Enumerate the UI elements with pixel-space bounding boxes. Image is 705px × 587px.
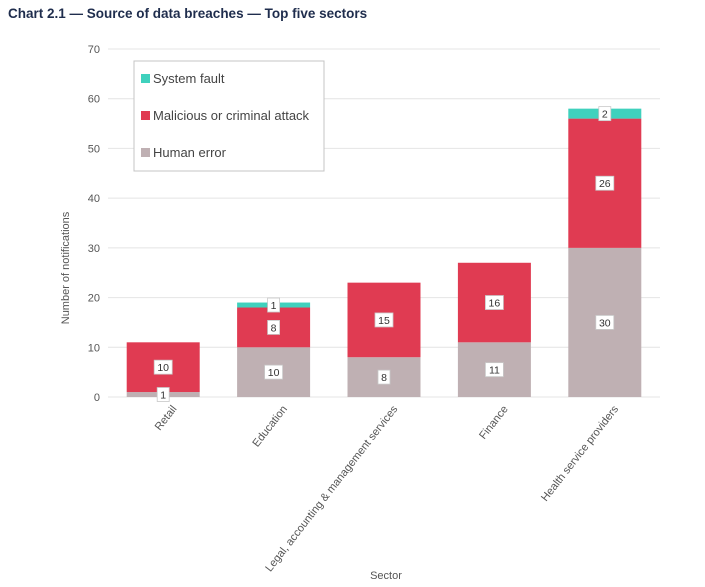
legend-label: Human error: [153, 145, 227, 160]
data-label-box: [267, 319, 281, 335]
data-label-box: [377, 369, 391, 385]
y-tick-label: 0: [94, 392, 100, 404]
data-label: 8: [381, 372, 387, 384]
legend-label: Malicious or criminal attack: [153, 108, 310, 123]
data-label: 15: [378, 315, 390, 327]
y-tick-label: 10: [88, 342, 100, 354]
x-category-label: Finance: [477, 403, 511, 441]
y-tick-label: 70: [88, 44, 100, 56]
data-label: 10: [157, 362, 169, 374]
legend-swatch: [141, 74, 150, 83]
data-label: 10: [268, 367, 280, 379]
data-label-box: [264, 364, 284, 380]
x-category-label: Education: [250, 403, 290, 449]
x-category-label: Health service providers: [539, 403, 621, 504]
y-tick-label: 20: [88, 293, 100, 305]
data-label: 2: [602, 109, 608, 121]
legend: System fault Malicious or criminal attack…: [133, 60, 325, 172]
y-tick-label: 30: [88, 243, 100, 255]
data-label: 1: [160, 390, 166, 402]
x-category-label: Retail: [153, 403, 180, 433]
data-label-box: [484, 362, 504, 378]
data-label-box: [374, 312, 394, 328]
legend-swatch: [141, 148, 150, 157]
legend-swatch: [141, 111, 150, 120]
data-label: 1: [271, 300, 277, 312]
data-label: 16: [489, 298, 501, 310]
data-label-box: [595, 315, 615, 330]
data-label: 26: [599, 178, 611, 190]
data-label-box: [595, 175, 615, 191]
bars: [126, 108, 642, 397]
x-axis-title: Sector: [370, 570, 402, 582]
y-axis-title: Number of notifications: [60, 211, 72, 324]
y-axis-ticks: 0 10 20 30 40 50 60 70: [88, 44, 100, 404]
y-tick-label: 40: [88, 193, 100, 205]
data-label-box: [484, 295, 504, 310]
chart-title: Chart 2.1 — Source of data breaches — To…: [8, 6, 368, 21]
data-label-box: [156, 387, 170, 402]
data-label-box: [153, 359, 173, 375]
legend-label: System fault: [153, 71, 225, 86]
data-label: 30: [599, 317, 611, 329]
data-labels: 1 10 10 8 1 8 15 11 16 30 26 2: [153, 106, 615, 402]
x-category-label: Legal, accounting & management services: [263, 403, 400, 574]
y-tick-label: 50: [88, 143, 100, 155]
data-label-box: [598, 106, 612, 122]
y-tick-label: 60: [88, 94, 100, 106]
data-label: 11: [489, 365, 500, 377]
legend-box: [133, 60, 325, 172]
data-label: 8: [271, 322, 277, 334]
data-label-box: [267, 297, 281, 313]
